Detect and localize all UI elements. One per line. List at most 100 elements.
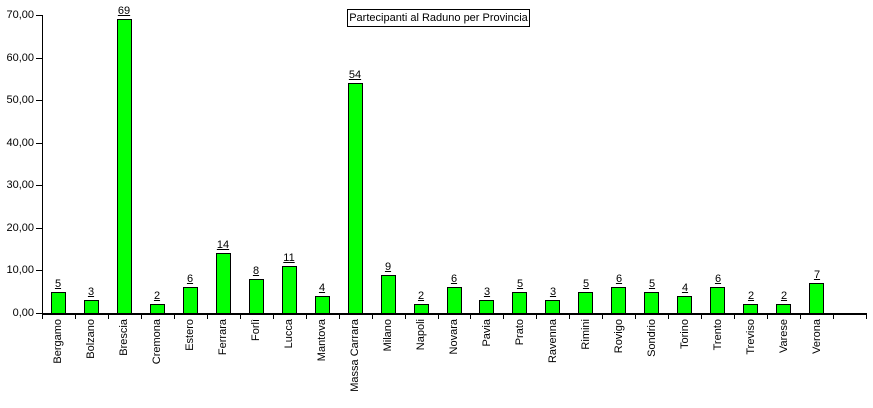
category-label: Trento bbox=[712, 319, 724, 351]
x-axis-tick bbox=[405, 315, 406, 319]
bar-value-label: 2 bbox=[153, 290, 161, 302]
category-label: Forlì bbox=[250, 319, 262, 341]
y-axis-tick bbox=[36, 228, 42, 229]
category-label: Lucca bbox=[283, 319, 295, 349]
bar bbox=[381, 275, 396, 314]
bar-value-label: 69 bbox=[117, 5, 131, 17]
category-label: Treviso bbox=[745, 319, 757, 355]
bar bbox=[249, 279, 264, 314]
bar-value-label: 9 bbox=[384, 261, 392, 273]
bar bbox=[578, 292, 593, 314]
y-axis-tick bbox=[36, 58, 42, 59]
x-axis-tick bbox=[470, 315, 471, 319]
x-axis-tick bbox=[174, 315, 175, 319]
y-tick-label: 10,00 bbox=[6, 264, 34, 276]
x-axis-tick bbox=[833, 315, 834, 319]
x-axis-tick bbox=[141, 315, 142, 319]
bar-value-label: 14 bbox=[216, 239, 230, 251]
y-tick-label: 20,00 bbox=[6, 222, 34, 234]
bar bbox=[677, 296, 692, 314]
x-axis-tick bbox=[602, 315, 603, 319]
category-label: Estero bbox=[184, 319, 196, 351]
bar bbox=[315, 296, 330, 314]
bar bbox=[447, 287, 462, 314]
bar-value-label: 11 bbox=[283, 252, 295, 264]
category-label: Rimini bbox=[580, 319, 592, 350]
category-label: Varese bbox=[778, 319, 790, 354]
category-label: Novara bbox=[448, 319, 460, 355]
category-label: Verona bbox=[811, 319, 823, 354]
bar-value-label: 8 bbox=[252, 265, 260, 277]
bar bbox=[51, 292, 66, 314]
bar bbox=[743, 304, 758, 314]
y-tick-label: 0,00 bbox=[12, 307, 34, 319]
bar bbox=[282, 266, 297, 314]
bar bbox=[710, 287, 725, 314]
bar-value-label: 4 bbox=[318, 282, 326, 294]
bar-value-label: 4 bbox=[681, 282, 689, 294]
x-axis-tick bbox=[75, 315, 76, 319]
bar-value-label: 6 bbox=[450, 273, 458, 285]
bar-value-label: 5 bbox=[582, 278, 590, 290]
bar-value-label: 6 bbox=[714, 273, 722, 285]
y-axis-tick bbox=[36, 270, 42, 271]
x-axis-tick bbox=[734, 315, 735, 319]
bar bbox=[348, 83, 363, 314]
bar bbox=[150, 304, 165, 314]
y-axis-tick bbox=[36, 185, 42, 186]
x-axis-tick bbox=[306, 315, 307, 319]
x-axis-tick bbox=[701, 315, 702, 319]
bar bbox=[84, 300, 99, 314]
y-tick-label: 50,00 bbox=[6, 94, 34, 106]
category-label: Milano bbox=[382, 319, 394, 352]
category-label: Sondrio bbox=[646, 319, 658, 357]
bar-value-label: 6 bbox=[615, 273, 623, 285]
category-label: Bergamo bbox=[52, 319, 64, 364]
bar-value-label: 3 bbox=[483, 286, 491, 298]
x-axis-tick bbox=[536, 315, 537, 319]
bar bbox=[216, 253, 231, 314]
bar-value-label: 3 bbox=[549, 286, 557, 298]
bar bbox=[545, 300, 560, 314]
bar-value-label: 2 bbox=[780, 290, 788, 302]
category-label: Prato bbox=[514, 319, 526, 346]
bar-value-label: 3 bbox=[87, 286, 95, 298]
category-label: Torino bbox=[679, 319, 691, 349]
bar-value-label: 5 bbox=[516, 278, 524, 290]
x-axis-tick bbox=[635, 315, 636, 319]
bar-value-label: 7 bbox=[813, 269, 821, 281]
bar-value-label: 2 bbox=[747, 290, 755, 302]
x-axis-tick bbox=[42, 315, 43, 319]
bar bbox=[611, 287, 626, 314]
y-tick-label: 30,00 bbox=[6, 179, 34, 191]
x-axis-tick bbox=[800, 315, 801, 319]
y-axis-tick bbox=[36, 143, 42, 144]
bar bbox=[644, 292, 659, 314]
category-label: Pavia bbox=[481, 319, 493, 347]
chart-title: Partecipanti al Raduno per Provincia bbox=[347, 9, 530, 27]
category-label: Rovigo bbox=[613, 319, 625, 354]
x-axis-line bbox=[42, 313, 867, 315]
category-label: Ferrara bbox=[217, 319, 229, 356]
x-axis-tick bbox=[108, 315, 109, 319]
category-label: Mantova bbox=[316, 319, 328, 362]
x-axis-tick bbox=[767, 315, 768, 319]
category-label: Bolzano bbox=[85, 319, 97, 359]
bar bbox=[414, 304, 429, 314]
y-axis-tick bbox=[36, 15, 42, 16]
x-axis-tick bbox=[273, 315, 274, 319]
x-axis-tick bbox=[372, 315, 373, 319]
x-axis-tick bbox=[503, 315, 504, 319]
y-tick-label: 70,00 bbox=[6, 9, 34, 21]
y-tick-label: 60,00 bbox=[6, 52, 34, 64]
bar-value-label: 54 bbox=[348, 69, 362, 81]
category-label: Massa Carrara bbox=[349, 319, 361, 392]
x-axis-tick bbox=[438, 315, 439, 319]
x-axis-tick bbox=[339, 315, 340, 319]
category-label: Napoli bbox=[415, 319, 427, 351]
y-axis-tick bbox=[36, 313, 42, 314]
category-label: Ravenna bbox=[547, 319, 559, 364]
category-label: Cremona bbox=[151, 319, 163, 365]
